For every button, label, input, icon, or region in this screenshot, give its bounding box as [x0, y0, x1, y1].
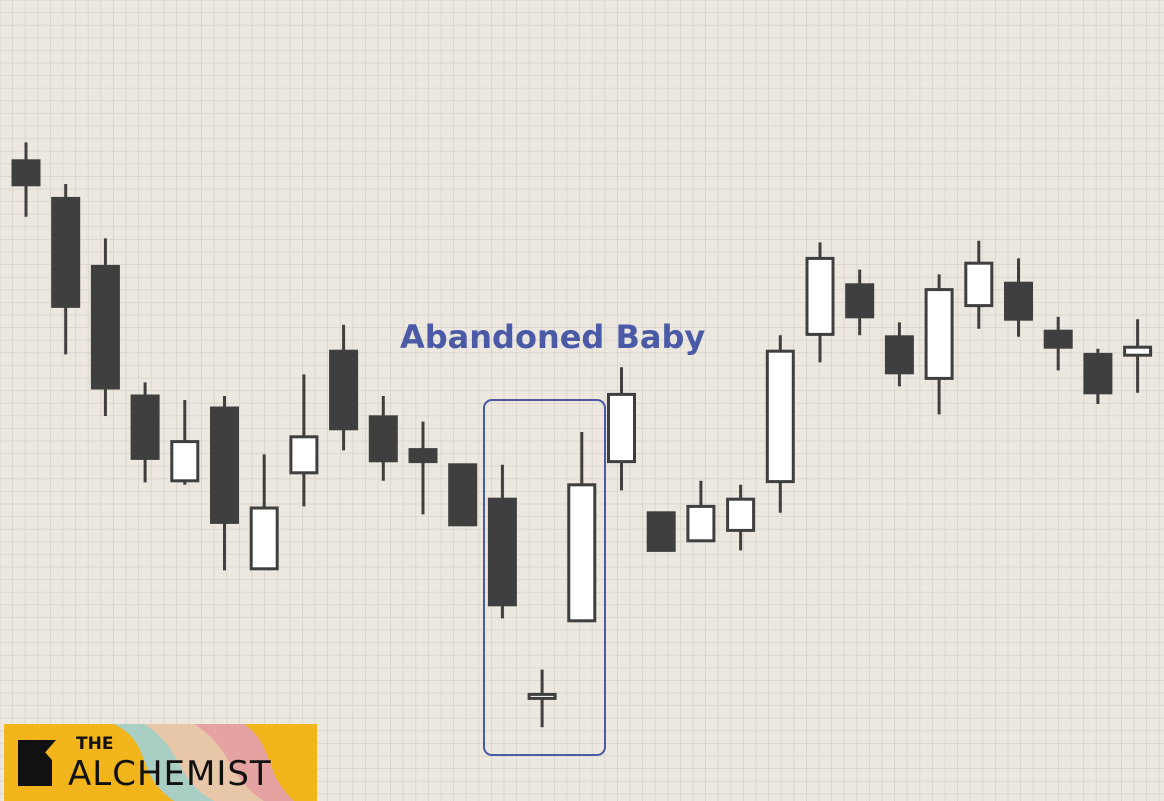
candle-body-bearish: [1043, 329, 1073, 349]
candle-body-bearish: [487, 497, 517, 607]
candle-body-bearish: [368, 415, 398, 463]
candle-body-bearish: [130, 394, 160, 460]
candle-body-bearish: [1004, 281, 1033, 321]
logo-graphic: [4, 724, 317, 801]
candle-body-bearish: [646, 511, 676, 552]
pattern-annotation-label: Abandoned Baby: [400, 318, 706, 356]
candle-body-bullish: [249, 506, 279, 571]
brand-logo: THE ALCHEMIST: [4, 724, 317, 801]
logo-text-name: ALCHEMIST: [68, 754, 272, 794]
candle-body-bearish: [210, 406, 239, 524]
pattern-highlight-box: [483, 399, 606, 756]
candle-body-bearish: [11, 159, 41, 187]
logo-text-the: THE: [76, 734, 114, 754]
candle-body-bearish: [329, 349, 359, 431]
candles-group: [11, 142, 1153, 728]
candle-body-bearish: [884, 335, 914, 375]
candle-body-bullish: [964, 261, 994, 308]
candle-body-bearish: [408, 448, 438, 464]
candle-body-bullish: [170, 440, 200, 483]
candle-body-bullish: [686, 504, 716, 543]
candle-body-bullish: [924, 288, 954, 380]
candle-body-bullish: [567, 483, 597, 623]
candle-body-bullish: [805, 256, 835, 336]
candle-body-bearish: [51, 196, 81, 308]
candle-body-bearish: [845, 283, 875, 319]
candle-body-bearish: [1083, 352, 1113, 395]
candle-body-bullish: [607, 392, 636, 464]
candle-body-bearish: [448, 463, 478, 527]
candle-body-bearish: [90, 264, 120, 390]
candle-body-bullish: [1123, 345, 1153, 357]
candle-body-bullish: [527, 692, 557, 700]
candle-body-bullish: [765, 349, 795, 484]
candle-body-bullish: [289, 435, 319, 475]
candle-body-bullish: [726, 497, 756, 532]
